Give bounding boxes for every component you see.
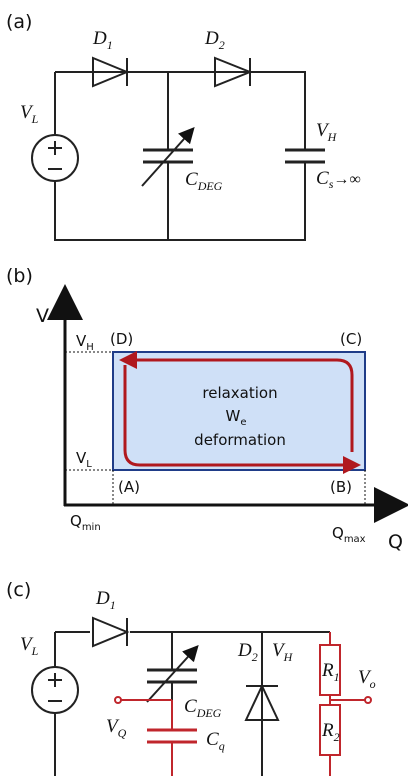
- guide-lines: [65, 351, 366, 505]
- capacitor-cq: [147, 728, 197, 744]
- axis-label: Q: [388, 531, 403, 553]
- cycle-rect: [112, 351, 366, 471]
- diode-d1: [92, 616, 130, 648]
- label: Vo: [358, 667, 376, 691]
- source-signs: [48, 673, 62, 702]
- deformation-path: [123, 365, 361, 474]
- capacitor-cs: [285, 148, 325, 164]
- variable-capacitor: [143, 148, 193, 164]
- voltage-source: [31, 134, 79, 182]
- label: R2: [321, 720, 340, 744]
- label: (B): [330, 478, 352, 496]
- label: Cs→∞: [316, 168, 361, 191]
- label: deformation: [194, 431, 286, 449]
- terminal-vq: [114, 696, 122, 704]
- label: VL: [20, 634, 39, 658]
- diode-d1: [90, 56, 130, 88]
- panel-label: (c): [6, 579, 31, 601]
- variable-arrow: [141, 127, 195, 187]
- measure-branch: [121, 699, 173, 776]
- label: (A): [118, 478, 140, 496]
- circuit-wires: [54, 631, 330, 776]
- label: (D): [110, 330, 133, 348]
- variable-capacitor: [147, 668, 197, 684]
- label: VL: [76, 449, 92, 470]
- label: (C): [340, 330, 362, 348]
- terminal-vo: [364, 696, 372, 704]
- label: D2: [237, 640, 258, 664]
- circuit-wires: [54, 71, 306, 241]
- panel-c: (c) D1 VL CDEG VQ Cq D2 VH R1 R2 Vo: [6, 579, 376, 776]
- variable-arrow: [146, 645, 199, 703]
- panel-label: (b): [6, 265, 33, 287]
- label: CDEG: [185, 169, 223, 193]
- source-signs: [48, 141, 62, 170]
- resistor-r2: [319, 704, 341, 756]
- relaxation-path: [119, 351, 354, 452]
- label: VH: [272, 640, 294, 664]
- voltage-source: [31, 666, 79, 714]
- divider-wires: [329, 632, 365, 776]
- diode-d2: [210, 56, 255, 88]
- label: R1: [321, 660, 340, 684]
- label: VH: [76, 332, 94, 353]
- diode-d2: [244, 683, 280, 721]
- panel-b: (b) V Q VH (D) (C) VL (A) (B) Qmin Qmax …: [6, 265, 408, 553]
- label: Qmin: [70, 512, 101, 533]
- label: Qmax: [332, 524, 366, 545]
- panel-label: (a): [6, 11, 32, 33]
- label: D1: [95, 588, 116, 612]
- axis-label: V: [36, 305, 49, 327]
- label: CDEG: [184, 696, 222, 720]
- label: D2: [204, 28, 225, 52]
- label: Cq: [206, 729, 225, 753]
- resistor-r1: [319, 644, 341, 696]
- label: D1: [92, 28, 113, 52]
- label: VH: [316, 120, 338, 144]
- label: We: [226, 407, 247, 428]
- label: relaxation: [202, 384, 277, 402]
- label: VQ: [106, 716, 127, 740]
- label: VL: [20, 102, 39, 126]
- panel-a: (a) D1 D2 VL CDEG VH Cs→∞: [6, 11, 361, 241]
